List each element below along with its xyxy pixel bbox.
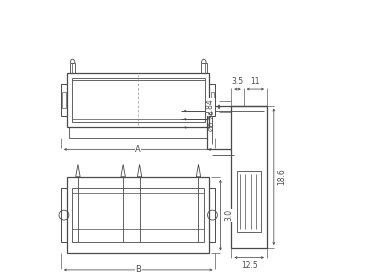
Bar xyxy=(70,63,75,73)
Bar xyxy=(61,188,67,242)
Text: Ø0.76: Ø0.76 xyxy=(209,110,215,132)
Text: 3.0: 3.0 xyxy=(225,209,234,221)
Bar xyxy=(210,92,214,108)
Bar xyxy=(231,106,267,248)
Text: B: B xyxy=(135,265,141,275)
Bar xyxy=(201,63,207,73)
Text: A: A xyxy=(135,145,141,154)
Polygon shape xyxy=(76,165,80,177)
Bar xyxy=(69,127,207,138)
Text: 2.84: 2.84 xyxy=(206,99,215,115)
Text: 18.6: 18.6 xyxy=(278,168,286,185)
Polygon shape xyxy=(137,165,142,177)
Text: 3.5: 3.5 xyxy=(232,76,244,86)
Polygon shape xyxy=(121,165,125,177)
Text: 11: 11 xyxy=(251,76,260,86)
Bar xyxy=(61,84,67,116)
Bar xyxy=(67,177,210,253)
Bar xyxy=(237,171,261,232)
Bar xyxy=(73,188,204,242)
Text: 12.5: 12.5 xyxy=(241,261,257,270)
Bar xyxy=(62,92,66,108)
Bar xyxy=(72,78,205,122)
Polygon shape xyxy=(196,165,201,177)
Bar xyxy=(67,73,210,127)
Bar xyxy=(210,188,215,242)
Bar xyxy=(210,84,215,116)
